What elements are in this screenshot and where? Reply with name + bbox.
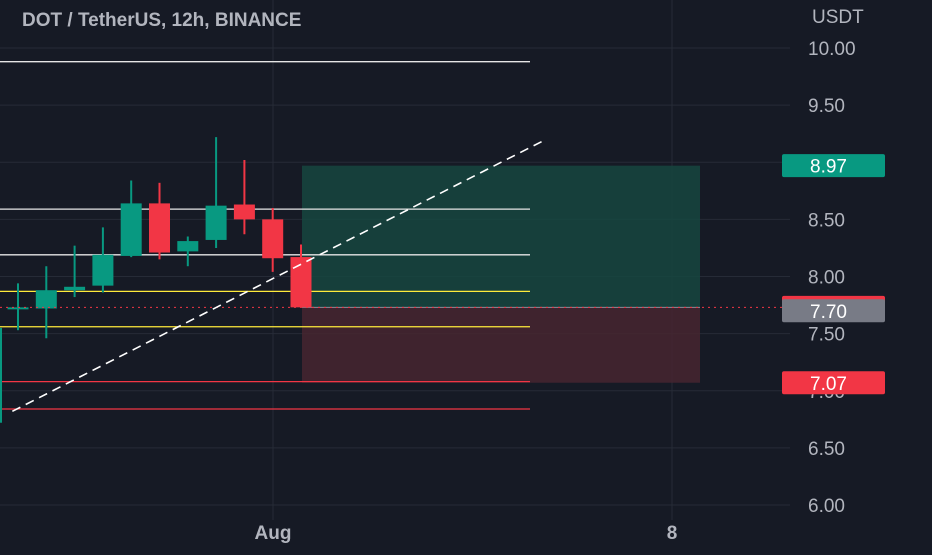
candle-body xyxy=(92,254,114,286)
y-tick-label: 8.00 xyxy=(808,268,845,289)
price-badges: 8.977.737.707.07 xyxy=(782,154,885,395)
candle-body xyxy=(290,257,312,308)
candle-body xyxy=(233,204,255,220)
y-tick-label: 8.50 xyxy=(808,210,845,231)
candle xyxy=(92,227,114,293)
candle xyxy=(233,159,255,235)
price-badge-box xyxy=(782,154,885,178)
candle-body xyxy=(64,286,86,291)
y-tick-label: 7.50 xyxy=(808,325,845,346)
candlestick-series xyxy=(0,137,790,423)
candle-body xyxy=(205,205,227,240)
y-tick-label: 6.00 xyxy=(808,496,845,517)
candle-body xyxy=(262,219,284,259)
candle xyxy=(64,245,86,298)
price-badge-target: 8.97 xyxy=(782,154,885,178)
candle-body xyxy=(120,203,142,256)
price-badge-stop: 7.07 xyxy=(782,371,885,395)
position-zones xyxy=(302,165,700,383)
candle-body xyxy=(35,290,57,309)
candle xyxy=(262,207,284,272)
profit-zone xyxy=(302,165,700,308)
price-badge-text: 7.07 xyxy=(810,374,847,395)
y-tick-label: 9.50 xyxy=(808,96,845,117)
x-tick-label: Aug xyxy=(255,523,292,544)
price-badge-gray: 7.70 xyxy=(782,299,885,323)
x-tick-label: 8 xyxy=(667,523,678,544)
candle xyxy=(205,137,227,248)
chart-title: DOT / TetherUS, 12h, BINANCE xyxy=(22,10,301,31)
candle-body xyxy=(149,203,170,253)
currency-label: USDT xyxy=(812,7,864,28)
trendline xyxy=(11,140,542,413)
price-badge-box xyxy=(782,371,885,395)
time-axis[interactable]: Aug 8 xyxy=(255,523,678,544)
candle-body xyxy=(177,241,199,252)
candle xyxy=(149,182,170,260)
price-badge-text: 7.70 xyxy=(810,302,847,323)
price-badge-box xyxy=(782,299,885,323)
loss-zone xyxy=(302,307,700,383)
price-badge-text: 8.97 xyxy=(810,157,847,178)
y-tick-label: 6.50 xyxy=(808,439,845,460)
trendline-layer xyxy=(11,140,542,413)
candle-body xyxy=(7,307,29,310)
candle xyxy=(177,236,199,267)
candle xyxy=(120,180,142,258)
candle xyxy=(7,283,29,331)
candle xyxy=(35,266,57,339)
y-tick-label: 10.00 xyxy=(808,39,856,60)
candle xyxy=(290,244,312,308)
